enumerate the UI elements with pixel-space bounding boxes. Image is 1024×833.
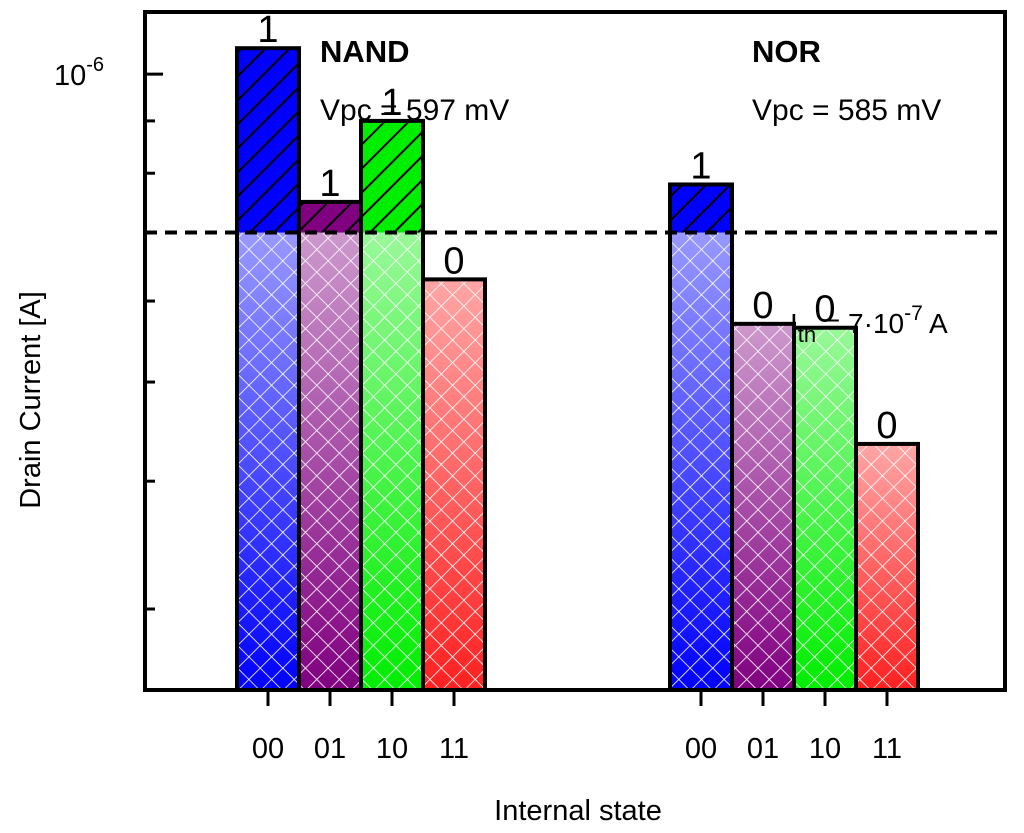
bar-nor-11: 0	[854, 405, 920, 692]
threshold-label-unit: A	[923, 308, 948, 339]
bar-lower-crosshatch	[423, 279, 485, 690]
group-title-nor: NOR	[752, 34, 821, 69]
bar-output-label: 1	[690, 145, 711, 187]
y-tick-label-exp: -6	[86, 54, 104, 76]
bar-lower-crosshatch	[237, 232, 299, 691]
y-tick-label-base: 10	[54, 60, 86, 92]
bar-upper-hatch	[237, 48, 299, 233]
bar-nor-01: 0	[730, 285, 796, 692]
bar-output-label: 0	[443, 240, 464, 282]
bar-lower-crosshatch	[794, 327, 856, 690]
x-tick-label: 11	[439, 733, 469, 765]
x-tick-label: 00	[252, 733, 284, 765]
bar-nand-11: 0	[421, 240, 487, 692]
bar-group-nor: 10 00	[668, 145, 920, 692]
threshold-label-value: = 7·10	[816, 308, 904, 339]
bar-lower-crosshatch	[361, 232, 423, 691]
y-axis-label: Drain Current [A]	[15, 291, 47, 509]
bar-output-label: 1	[381, 82, 402, 124]
threshold-label-exp: -7	[904, 302, 923, 325]
y-tick-label: 10-6	[54, 54, 104, 92]
bar-upper-hatch	[299, 201, 361, 233]
bar-upper-hatch	[361, 120, 423, 233]
x-tick-label: 01	[314, 733, 346, 765]
x-tick-label: 11	[872, 733, 902, 765]
group-title-nand: NAND	[320, 34, 410, 69]
bar-lower-crosshatch	[732, 323, 794, 690]
bar-output-label: 1	[319, 163, 340, 205]
bar-output-label: 0	[814, 289, 835, 331]
bar-lower-crosshatch	[856, 443, 918, 690]
bar-nand-01: 1	[297, 163, 363, 693]
bar-nand-00: 1	[235, 9, 301, 692]
bar-output-label: 0	[752, 285, 773, 327]
x-tick-label: 10	[809, 733, 841, 765]
bar-nor-10: 0	[792, 289, 858, 692]
bar-lower-crosshatch	[299, 232, 361, 691]
bar-output-label: 0	[876, 405, 897, 447]
threshold-layer: Ith = 7·10-7 A	[145, 230, 1005, 347]
x-tick-label: 01	[747, 733, 779, 765]
bar-lower-crosshatch	[670, 232, 732, 691]
threshold-label-symbol: I	[790, 308, 798, 339]
bar-nor-00: 1	[668, 145, 734, 692]
threshold-label-sub: th	[798, 322, 816, 347]
bar-nand-10: 1	[359, 82, 425, 692]
x-tick-label: 00	[685, 733, 717, 765]
group-annotation-nor: Vpc = 585 mV	[752, 94, 941, 127]
bar-upper-hatch	[670, 184, 732, 233]
threshold-label: Ith = 7·10-7 A	[790, 302, 948, 347]
bar-output-label: 1	[257, 9, 278, 51]
group-annotation-nand: Vpc = 597 mV	[320, 94, 509, 127]
plot-frame	[143, 10, 1007, 692]
x-tick-label: 10	[376, 733, 408, 765]
x-axis-label: Internal state	[494, 795, 662, 827]
